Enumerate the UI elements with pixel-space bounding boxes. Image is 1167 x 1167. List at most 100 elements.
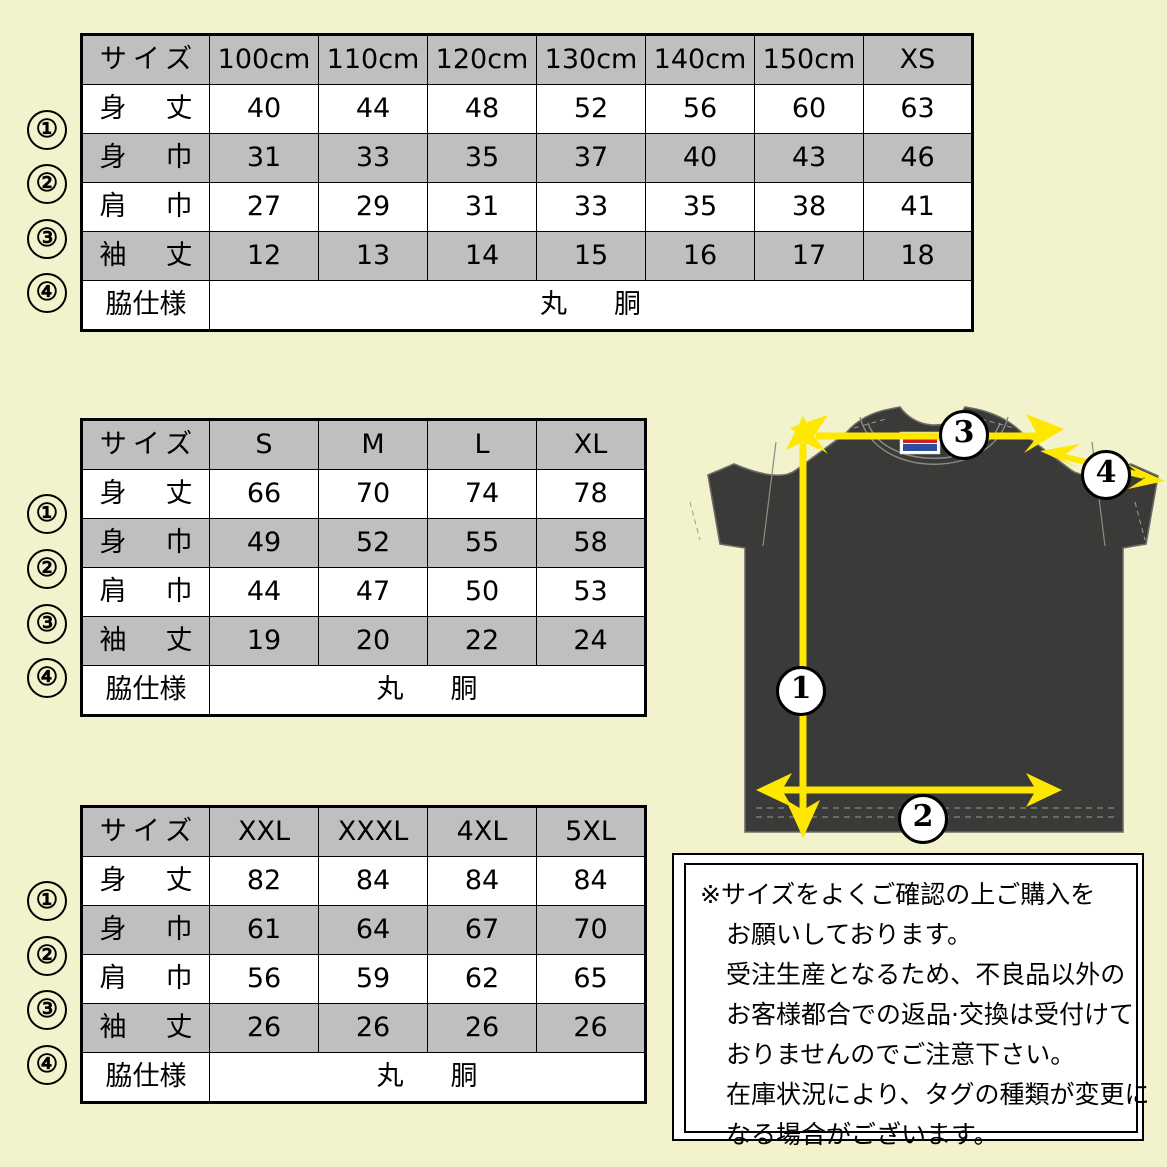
table-row: 身 丈 66 70 74 78 — [81, 469, 646, 519]
cell-r0-c0: 66 — [209, 469, 319, 519]
row-marker-4-kids: ④ — [27, 273, 67, 313]
column-header-6: XS — [863, 34, 973, 85]
row-marker-3-big: ③ — [27, 990, 67, 1030]
tshirt-illustration — [689, 406, 1165, 838]
kids-size-table: サイズ 100cm 110cm 120cm 130cm 140cm 150cm XS 身 丈 40… — [80, 33, 974, 332]
cell-r3-c1: 26 — [318, 1003, 428, 1053]
row-label-3: 袖 丈 — [81, 616, 210, 666]
column-header-1: M — [318, 419, 428, 470]
cell-r1-c5: 43 — [754, 133, 864, 183]
cell-r2-c1: 59 — [318, 954, 428, 1004]
cell-r2-c2: 31 — [427, 182, 537, 232]
cell-r0-c0: 82 — [209, 856, 319, 906]
adult-size-table-block: サイズ S M L XL 身 丈 66 70 74 78 身 巾 49 52 55 58 肩 巾 44 47 50 5… — [80, 418, 647, 717]
row-marker-3-adult: ③ — [27, 604, 67, 644]
row-marker-1-kids: ① — [27, 110, 67, 150]
row-label-0: 身 丈 — [81, 856, 210, 906]
cell-r1-c3: 70 — [536, 905, 646, 955]
note-line-0: ※サイズをよくご確認の上ご購入を — [700, 880, 1096, 909]
column-header-4: 140cm — [645, 34, 755, 85]
table-row: 身 巾 49 52 55 58 — [81, 518, 646, 568]
row-marker-2-big: ② — [27, 936, 67, 976]
cell-r2-c3: 65 — [536, 954, 646, 1004]
cell-r1-c3: 58 — [536, 518, 646, 568]
cell-r1-c0: 49 — [209, 518, 319, 568]
cell-r1-c4: 40 — [645, 133, 755, 183]
cell-r0-c2: 48 — [427, 84, 537, 134]
table-footer-row: 脇仕様丸 胴 — [81, 1052, 646, 1103]
row-marker-1-adult: ① — [27, 494, 67, 534]
footer-value: 丸 胴 — [209, 280, 973, 331]
measure-arrow-2-body-width — [756, 773, 1062, 807]
table-footer-row: 脇仕様丸 胴 — [81, 665, 646, 716]
cell-r2-c6: 41 — [863, 182, 973, 232]
tshirt-measurement-diagram: 1 2 3 4 — [668, 398, 1167, 844]
big-size-table: サイズ XXL XXXL 4XL 5XL 身 丈 82 84 84 84 身 巾 61 64 67 70 肩 … — [80, 805, 647, 1104]
table-footer-row: 脇仕様丸 胴 — [81, 280, 973, 331]
row-marker-2-kids: ② — [27, 164, 67, 204]
cell-r2-c0: 56 — [209, 954, 319, 1004]
footer-label: 脇仕様 — [81, 1052, 210, 1103]
cell-r0-c6: 63 — [863, 84, 973, 134]
column-header-1: 110cm — [318, 34, 428, 85]
cell-r3-c0: 19 — [209, 616, 319, 666]
row-label-2: 肩 巾 — [81, 182, 210, 232]
column-header-2: 4XL — [427, 806, 537, 857]
cell-r3-c1: 13 — [318, 231, 428, 281]
cell-r1-c1: 33 — [318, 133, 428, 183]
note-line-2: 受注生産となるため、不良品以外の — [726, 960, 1126, 989]
column-header-2: L — [427, 419, 537, 470]
cell-r0-c1: 84 — [318, 856, 428, 906]
note-line-1: お願いしております。 — [726, 920, 973, 949]
row-label-1: 身 巾 — [81, 133, 210, 183]
column-header-1: XXXL — [318, 806, 428, 857]
cell-r3-c6: 18 — [863, 231, 973, 281]
row-label-0: 身 丈 — [81, 469, 210, 519]
table-row: 袖 丈 26 26 26 26 — [81, 1003, 646, 1053]
table-row: 袖 丈 12 13 14 15 16 17 18 — [81, 231, 973, 281]
cell-r1-c6: 46 — [863, 133, 973, 183]
table-header-row: サイズ 100cm 110cm 120cm 130cm 140cm 150cm XS — [81, 34, 973, 85]
footer-value: 丸 胴 — [209, 665, 646, 716]
measure-arrow-3-shoulder-width — [790, 414, 1064, 454]
row-label-1: 身 巾 — [81, 518, 210, 568]
table-row: 身 丈 82 84 84 84 — [81, 856, 646, 906]
row-label-2: 肩 巾 — [81, 954, 210, 1004]
column-header-3: 5XL — [536, 806, 646, 857]
row-marker-2-adult: ② — [27, 549, 67, 589]
table-row: 身 巾 31 33 35 37 40 43 46 — [81, 133, 973, 183]
cell-r1-c1: 52 — [318, 518, 428, 568]
row-marker-4-big: ④ — [27, 1045, 67, 1085]
cell-r1-c3: 37 — [536, 133, 646, 183]
note-line-3: お客様都合での返品·交換は受付けて — [726, 1000, 1134, 1029]
cell-r2-c4: 35 — [645, 182, 755, 232]
column-header-5: 150cm — [754, 34, 864, 85]
adult-size-table: サイズ S M L XL 身 丈 66 70 74 78 身 巾 49 52 55 58 肩 巾 44 47 50 5… — [80, 418, 647, 717]
cell-r3-c5: 17 — [754, 231, 864, 281]
header-size-label: サイズ — [81, 34, 210, 85]
row-label-2: 肩 巾 — [81, 567, 210, 617]
row-label-0: 身 丈 — [81, 84, 210, 134]
note-line-5: 在庫状況により、タグの種類が変更に — [726, 1080, 1150, 1109]
cell-r1-c2: 67 — [427, 905, 537, 955]
cell-r2-c3: 33 — [536, 182, 646, 232]
kids-size-table-block: サイズ 100cm 110cm 120cm 130cm 140cm 150cm XS 身 丈 40… — [80, 33, 974, 332]
cell-r1-c1: 64 — [318, 905, 428, 955]
row-label-1: 身 巾 — [81, 905, 210, 955]
cell-r2-c5: 38 — [754, 182, 864, 232]
column-header-0: S — [209, 419, 319, 470]
cell-r0-c5: 60 — [754, 84, 864, 134]
footer-label: 脇仕様 — [81, 280, 210, 331]
cell-r3-c0: 12 — [209, 231, 319, 281]
table-row: 身 丈 40 44 48 52 56 60 63 — [81, 84, 973, 134]
cell-r1-c0: 31 — [209, 133, 319, 183]
cell-r3-c3: 26 — [536, 1003, 646, 1053]
cell-r0-c2: 74 — [427, 469, 537, 519]
row-marker-3-kids: ③ — [27, 219, 67, 259]
cell-r2-c0: 27 — [209, 182, 319, 232]
row-marker-1-big: ① — [27, 881, 67, 921]
table-row: 肩 巾 27 29 31 33 35 38 41 — [81, 182, 973, 232]
column-header-3: 130cm — [536, 34, 646, 85]
badge-2-body-width: 2 — [898, 794, 948, 844]
